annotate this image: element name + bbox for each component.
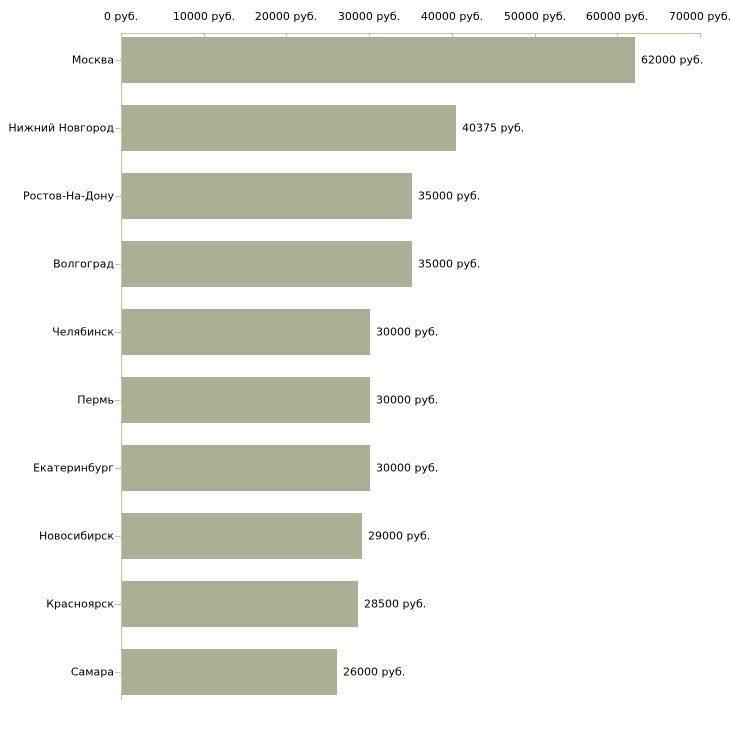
y-axis-tick xyxy=(115,604,121,605)
x-tick-label: 0 руб. xyxy=(103,10,139,23)
x-axis-tick xyxy=(617,33,618,38)
category-label: Красноярск xyxy=(46,597,114,611)
value-label: 26000 руб. xyxy=(343,665,406,679)
bar xyxy=(122,513,362,559)
value-label: 40375 руб. xyxy=(462,121,525,135)
y-axis-tick xyxy=(115,332,121,333)
y-axis-tick xyxy=(115,128,121,129)
category-label: Москва xyxy=(71,53,114,67)
value-label: 28500 руб. xyxy=(364,597,427,611)
category-label: Новосибирск xyxy=(38,529,114,543)
x-axis-tick xyxy=(535,33,536,38)
category-label: Волгоград xyxy=(53,257,114,271)
y-axis-tick xyxy=(115,536,121,537)
value-label: 30000 руб. xyxy=(376,325,439,339)
bar xyxy=(122,377,370,423)
value-label: 30000 руб. xyxy=(376,461,439,475)
y-axis-tick xyxy=(115,264,121,265)
y-axis-tick xyxy=(115,196,121,197)
x-axis-tick xyxy=(452,33,453,38)
bar xyxy=(122,37,635,83)
category-label: Самара xyxy=(70,665,114,679)
x-tick-label: 10000 руб. xyxy=(172,10,236,23)
value-label: 35000 руб. xyxy=(418,257,481,271)
value-label: 30000 руб. xyxy=(376,393,439,407)
category-label: Пермь xyxy=(77,393,114,407)
y-axis-tick xyxy=(115,468,121,469)
x-axis-tick xyxy=(204,33,205,38)
bar xyxy=(122,309,370,355)
value-label: 62000 руб. xyxy=(641,53,704,67)
category-label: Екатеринбург xyxy=(33,461,114,475)
x-tick-label: 30000 руб. xyxy=(337,10,401,23)
y-axis-tick xyxy=(115,672,121,673)
bar xyxy=(122,445,370,491)
y-axis-tick xyxy=(115,60,121,61)
bar xyxy=(122,649,337,695)
category-label: Ростов-На-Дону xyxy=(22,189,114,203)
category-label: Челябинск xyxy=(52,325,114,339)
value-label: 35000 руб. xyxy=(418,189,481,203)
bar xyxy=(122,105,456,151)
category-label: Нижний Новгород xyxy=(8,121,114,135)
x-tick-label: 20000 руб. xyxy=(254,10,318,23)
y-axis-line xyxy=(121,33,122,700)
x-axis-tick xyxy=(700,33,701,38)
x-tick-label: 60000 руб. xyxy=(585,10,649,23)
bar xyxy=(122,581,358,627)
x-tick-label: 40000 руб. xyxy=(420,10,484,23)
x-tick-label: 50000 руб. xyxy=(503,10,567,23)
value-label: 29000 руб. xyxy=(368,529,431,543)
x-axis-tick xyxy=(121,33,122,38)
x-axis-line xyxy=(121,33,700,34)
y-axis-tick xyxy=(115,400,121,401)
x-axis-tick xyxy=(286,33,287,38)
x-tick-label: 70000 руб. xyxy=(668,10,730,23)
bar xyxy=(122,241,412,287)
bar xyxy=(122,173,412,219)
x-axis-tick xyxy=(369,33,370,38)
